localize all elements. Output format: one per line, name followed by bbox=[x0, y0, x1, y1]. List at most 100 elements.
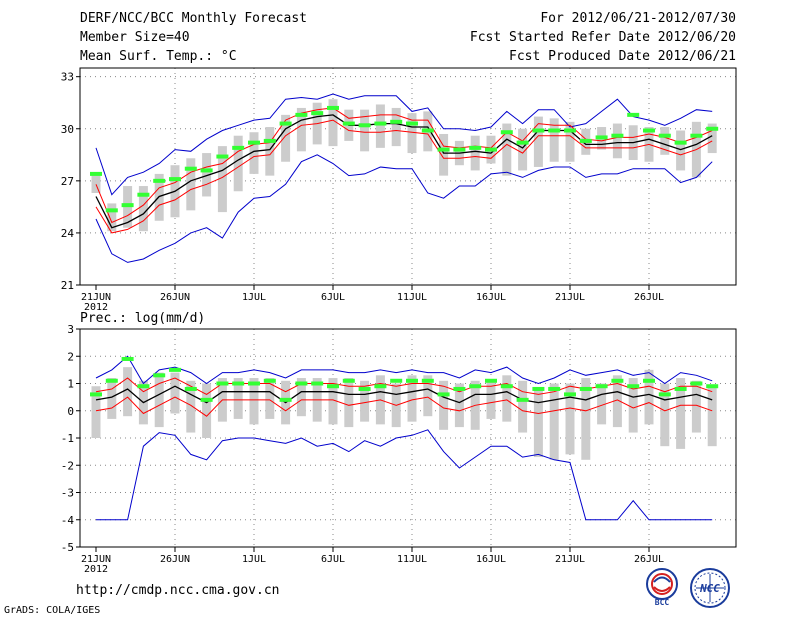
temp-spread-box bbox=[186, 158, 196, 211]
chart-title: DERF/NCC/BCC Monthly Forecast bbox=[80, 11, 307, 26]
prec-median-marker bbox=[216, 381, 229, 386]
prec-spread-box bbox=[707, 386, 717, 447]
temp-median-marker bbox=[500, 130, 513, 135]
bcc-logo: BCC bbox=[640, 567, 684, 607]
prec-ytick-label: 2 bbox=[67, 350, 74, 363]
temp-ytick-label: 30 bbox=[61, 123, 74, 136]
prec-ytick-label: -2 bbox=[61, 459, 74, 472]
temp-mean-line bbox=[95, 114, 713, 229]
prec-ytick-label: -4 bbox=[61, 514, 75, 527]
temp-spread-box bbox=[249, 132, 259, 174]
prec-median-marker bbox=[643, 378, 655, 383]
prec-spread-box bbox=[249, 378, 259, 425]
prec-median-marker bbox=[295, 381, 308, 386]
temp-median-marker bbox=[279, 121, 292, 126]
temp-spread-box bbox=[470, 135, 480, 171]
temp-median-marker bbox=[121, 203, 134, 208]
prec-spread-box bbox=[265, 378, 275, 419]
temp-median-marker bbox=[469, 145, 482, 150]
temp-median-marker bbox=[690, 133, 703, 138]
prec-spread-box bbox=[328, 378, 338, 425]
prec-spread-box bbox=[486, 380, 496, 419]
prec-xtick-label: 11JUL bbox=[397, 554, 427, 565]
source-url[interactable]: http://cmdp.ncc.cma.gov.cn bbox=[76, 583, 280, 598]
prec-median-marker bbox=[137, 384, 150, 389]
temp-xtick-label: 1JUL bbox=[242, 292, 266, 303]
temp-spread-box bbox=[375, 104, 385, 148]
prec-ytick-label: -1 bbox=[61, 432, 74, 445]
temp-median-marker bbox=[374, 121, 387, 126]
temp-median-marker bbox=[485, 147, 497, 152]
prec-median-marker bbox=[169, 367, 181, 372]
temp-median-marker bbox=[263, 138, 276, 143]
variable-label: Mean Surf. Temp.: °C bbox=[80, 49, 237, 64]
temp-median-marker bbox=[105, 208, 118, 213]
prec-median-marker bbox=[579, 386, 592, 391]
prec-lower-line bbox=[95, 396, 713, 417]
temp-xtick-label: 21JUN bbox=[81, 292, 111, 303]
temp-ytick-label: 27 bbox=[61, 175, 74, 188]
prec-median-marker bbox=[690, 381, 703, 386]
temp-spread-box bbox=[612, 123, 622, 159]
prec-min-line bbox=[96, 429, 713, 521]
temp-median-marker bbox=[295, 112, 308, 117]
temp-median-marker bbox=[706, 126, 719, 131]
temp-ytick-label: 24 bbox=[61, 227, 75, 240]
temp-spread-box bbox=[91, 172, 101, 193]
temp-spread-box bbox=[265, 127, 275, 176]
temp-xtick-label: 26JUN bbox=[160, 292, 190, 303]
prec-median-marker bbox=[611, 378, 624, 383]
temp-median-marker bbox=[532, 128, 545, 133]
prec-mean-line bbox=[95, 385, 713, 404]
prec-ytick-label: 1 bbox=[67, 378, 74, 391]
temp-median-marker bbox=[184, 166, 197, 171]
prec-spread-box bbox=[170, 372, 180, 414]
prec-upper-line bbox=[95, 377, 713, 395]
temp-median-marker bbox=[311, 111, 324, 116]
ncc-logo: NCC bbox=[686, 567, 734, 609]
temp-lower-line bbox=[95, 119, 713, 234]
temp-xtick-label: 6JUL bbox=[321, 292, 345, 303]
temp-median-marker bbox=[579, 138, 592, 143]
temp-median-marker bbox=[548, 128, 561, 133]
temp-spread-box bbox=[565, 121, 575, 162]
temp-spread-box bbox=[217, 146, 227, 213]
prec-spread-box bbox=[233, 378, 243, 419]
prec-spread-box bbox=[123, 367, 133, 417]
prec-median-marker bbox=[184, 386, 197, 391]
prec-median-marker bbox=[706, 384, 719, 389]
temp-median-marker bbox=[342, 121, 355, 126]
prec-median-marker bbox=[105, 378, 118, 383]
prec-median-marker bbox=[327, 384, 339, 389]
prec-xtick-label: 26JUL bbox=[634, 554, 664, 565]
prec-max-line bbox=[95, 355, 713, 385]
prec-panel-title: Prec.: log(mm/d) bbox=[80, 311, 205, 326]
prec-median-marker bbox=[232, 381, 245, 386]
temp-median-marker bbox=[200, 168, 213, 173]
prec-year-label: 2012 bbox=[84, 564, 108, 575]
temp-median-marker bbox=[137, 192, 150, 197]
prec-median-marker bbox=[500, 384, 513, 389]
temp-xtick-label: 21JUL bbox=[555, 292, 585, 303]
prec-median-marker bbox=[121, 356, 134, 361]
temp-min-line bbox=[95, 154, 713, 263]
prec-xtick-label: 26JUN bbox=[160, 554, 190, 565]
temp-ytick-label: 33 bbox=[61, 71, 74, 84]
prec-spread-box bbox=[360, 380, 370, 422]
prec-xtick-label: 6JUL bbox=[321, 554, 345, 565]
temp-panel: 21 24 27 30 33 21JUN 26JUN 1JUL 6JUL 11JUL 16JUL 21… bbox=[61, 67, 737, 313]
prec-spread-box bbox=[154, 372, 164, 428]
prec-median-marker bbox=[90, 392, 102, 397]
prec-spread-box bbox=[612, 375, 622, 428]
prec-median-marker bbox=[516, 397, 529, 402]
member-size-label: Member Size=40 bbox=[80, 30, 190, 45]
temp-median-marker bbox=[453, 147, 466, 152]
prec-spread-box bbox=[344, 378, 354, 428]
prec-spread-box bbox=[644, 369, 654, 425]
prec-xtick-label: 21JUN bbox=[81, 554, 111, 565]
prec-ytick-label: 0 bbox=[67, 405, 74, 418]
forecast-period: For 2012/06/21-2012/07/30 bbox=[540, 11, 736, 26]
prec-median-marker bbox=[658, 392, 671, 397]
temp-median-marker bbox=[674, 140, 687, 145]
temp-median-marker bbox=[327, 105, 339, 110]
